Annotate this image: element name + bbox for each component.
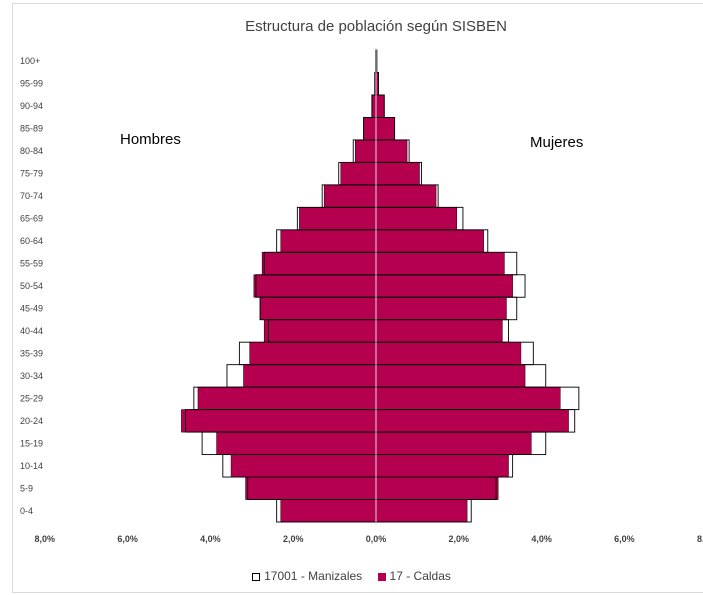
x-tick-2: 4,0% bbox=[200, 534, 221, 544]
bar-caldas-hombres-65-69 bbox=[299, 207, 377, 231]
bar-caldas-mujeres-25-29 bbox=[375, 386, 561, 410]
x-tick-6: 4,0% bbox=[531, 534, 552, 544]
bar-caldas-mujeres-50-54 bbox=[375, 274, 513, 298]
bar-caldas-hombres-10-14 bbox=[230, 454, 377, 478]
bar-caldas-mujeres-5-9 bbox=[375, 476, 499, 500]
bar-caldas-hombres-75-79 bbox=[340, 162, 377, 186]
x-tick-8: 8,0% bbox=[697, 534, 703, 544]
bar-caldas-mujeres-60-64 bbox=[375, 229, 484, 253]
age-label-80-84: 80-84 bbox=[20, 146, 43, 156]
bar-caldas-hombres-50-54 bbox=[253, 274, 377, 298]
bar-caldas-hombres-85-89 bbox=[363, 117, 377, 141]
age-label-75-79: 75-79 bbox=[20, 169, 43, 179]
age-label-60-64: 60-64 bbox=[20, 236, 43, 246]
age-label-35-39: 35-39 bbox=[20, 348, 43, 358]
bar-caldas-mujeres-85-89 bbox=[375, 117, 395, 141]
bar-caldas-hombres-0-4 bbox=[280, 499, 377, 523]
bar-caldas-hombres-20-24 bbox=[181, 409, 377, 433]
age-label-95-99: 95-99 bbox=[20, 79, 43, 89]
age-label-10-14: 10-14 bbox=[20, 461, 43, 471]
bar-caldas-mujeres-55-59 bbox=[375, 251, 505, 276]
age-label-70-74: 70-74 bbox=[20, 191, 43, 201]
bar-caldas-hombres-40-44 bbox=[263, 319, 377, 343]
bar-caldas-hombres-60-64 bbox=[280, 229, 377, 253]
legend-label-manizales: 17001 - Manizales bbox=[264, 568, 363, 583]
age-label-20-24: 20-24 bbox=[20, 416, 43, 426]
bar-caldas-mujeres-45-49 bbox=[375, 296, 507, 321]
age-label-85-89: 85-89 bbox=[20, 124, 43, 134]
bar-caldas-hombres-30-34 bbox=[243, 364, 377, 388]
bar-caldas-hombres-80-84 bbox=[354, 139, 377, 163]
age-label-40-44: 40-44 bbox=[20, 326, 43, 336]
x-tick-labels: 8,0% 6,0% 4,0% 2,0% 0,0% 2,0% 4,0% 6,0% 8,0% bbox=[35, 534, 703, 544]
legend-swatch-caldas bbox=[377, 572, 386, 581]
bar-caldas-hombres-25-29 bbox=[197, 386, 377, 410]
age-label-25-29: 25-29 bbox=[20, 393, 43, 403]
age-label-30-34: 30-34 bbox=[20, 371, 43, 381]
age-label-90-94: 90-94 bbox=[20, 101, 43, 111]
legend-item-caldas: 17 - Caldas bbox=[377, 568, 451, 583]
bar-caldas-mujeres-20-24 bbox=[375, 409, 569, 433]
x-tick-3: 2,0% bbox=[283, 534, 304, 544]
age-label-50-54: 50-54 bbox=[20, 281, 43, 291]
bar-caldas-hombres-90-94 bbox=[371, 94, 377, 118]
bar-caldas-mujeres-90-94 bbox=[375, 94, 385, 118]
age-label-45-49: 45-49 bbox=[20, 303, 43, 313]
legend: 17001 - Manizales 17 - Caldas bbox=[0, 568, 703, 583]
age-label-55-59: 55-59 bbox=[20, 259, 43, 269]
age-label-100+: 100+ bbox=[20, 56, 40, 66]
bar-caldas-mujeres-35-39 bbox=[375, 341, 522, 365]
x-tick-5: 2,0% bbox=[449, 534, 470, 544]
bar-caldas-hombres-55-59 bbox=[261, 251, 377, 276]
bar-caldas-hombres-35-39 bbox=[249, 341, 377, 365]
age-label-15-19: 15-19 bbox=[20, 438, 43, 448]
bar-caldas-hombres-15-19 bbox=[216, 431, 377, 455]
legend-label-caldas: 17 - Caldas bbox=[389, 568, 451, 583]
legend-swatch-manizales bbox=[252, 572, 261, 581]
bar-caldas-hombres-5-9 bbox=[245, 476, 377, 500]
legend-item-manizales: 17001 - Manizales bbox=[252, 569, 362, 583]
x-tick-4: 0,0% bbox=[366, 534, 387, 544]
population-pyramid-chart: Estructura de población según SISBEN Hom… bbox=[20, 18, 703, 544]
bar-caldas-mujeres-40-44 bbox=[375, 319, 503, 343]
caldas-bars bbox=[181, 49, 569, 523]
bar-caldas-mujeres-80-84 bbox=[375, 139, 408, 163]
age-group-labels: 0-4 5-9 10-14 15-19 20-24 25-29 30-34 35-39 40-4… bbox=[20, 56, 43, 516]
age-label-0-4: 0-4 bbox=[20, 506, 33, 516]
hombres-label: Hombres bbox=[120, 131, 181, 148]
bar-caldas-mujeres-0-4 bbox=[375, 499, 468, 523]
bar-caldas-mujeres-15-19 bbox=[375, 431, 532, 455]
bar-caldas-hombres-45-49 bbox=[259, 296, 377, 321]
x-tick-0: 8,0% bbox=[35, 534, 56, 544]
x-tick-7: 6,0% bbox=[614, 534, 635, 544]
x-tick-1: 6,0% bbox=[117, 534, 138, 544]
chart-title: Estructura de población según SISBEN bbox=[245, 18, 507, 35]
bar-caldas-mujeres-10-14 bbox=[375, 454, 509, 478]
age-label-65-69: 65-69 bbox=[20, 214, 43, 224]
bar-caldas-hombres-70-74 bbox=[323, 184, 377, 208]
bar-caldas-mujeres-65-69 bbox=[375, 207, 458, 231]
bar-caldas-mujeres-70-74 bbox=[375, 184, 437, 208]
mujeres-label: Mujeres bbox=[530, 134, 583, 151]
age-label-5-9: 5-9 bbox=[20, 483, 33, 493]
bar-caldas-mujeres-75-79 bbox=[375, 162, 420, 186]
bar-caldas-mujeres-30-34 bbox=[375, 364, 526, 388]
